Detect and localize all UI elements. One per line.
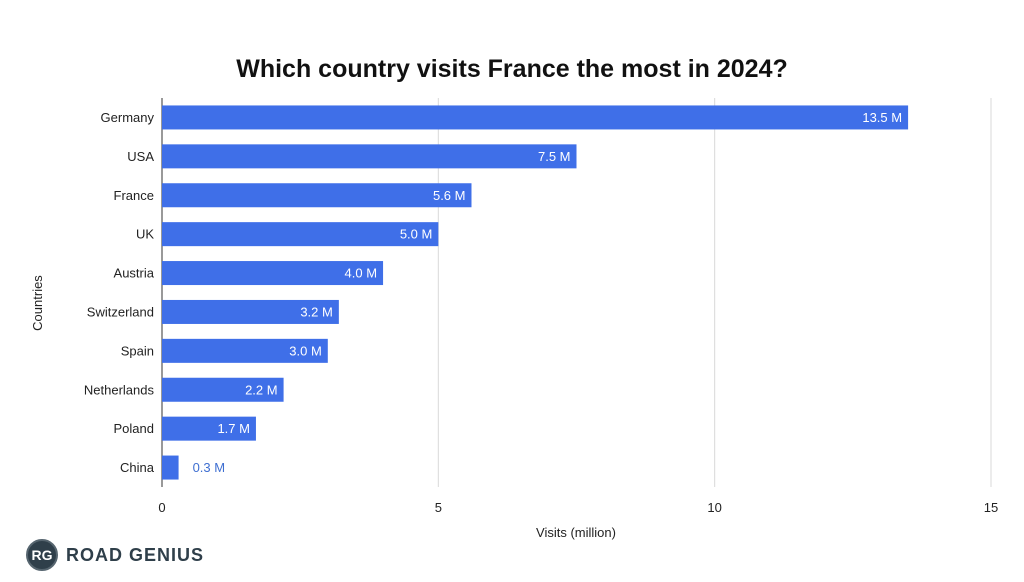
category-label: China bbox=[120, 460, 155, 475]
category-label: Poland bbox=[114, 421, 154, 436]
brand-footer: RG ROAD GENIUS bbox=[26, 538, 204, 572]
category-label: Switzerland bbox=[87, 304, 154, 319]
data-label: 3.0 M bbox=[289, 343, 322, 358]
category-label: USA bbox=[127, 149, 154, 164]
bar bbox=[162, 261, 384, 286]
bar bbox=[162, 416, 256, 441]
data-label: 3.2 M bbox=[300, 304, 333, 319]
data-label: 1.7 M bbox=[217, 421, 250, 436]
x-tick-label: 0 bbox=[158, 500, 165, 515]
category-label: France bbox=[114, 188, 154, 203]
bar bbox=[162, 105, 909, 130]
x-tick-label: 15 bbox=[984, 500, 998, 515]
category-label: UK bbox=[136, 227, 154, 242]
bar bbox=[162, 377, 284, 402]
y-axis-label: Countries bbox=[30, 275, 45, 331]
brand-name: ROAD GENIUS bbox=[66, 544, 205, 565]
bar bbox=[162, 338, 328, 363]
data-label: 5.6 M bbox=[433, 188, 466, 203]
data-label: 7.5 M bbox=[538, 149, 571, 164]
category-label: Germany bbox=[101, 110, 155, 125]
data-label: 2.2 M bbox=[245, 382, 278, 397]
data-label: 5.0 M bbox=[400, 227, 433, 242]
category-label: Spain bbox=[121, 343, 154, 358]
bar bbox=[162, 455, 179, 480]
data-label: 13.5 M bbox=[862, 110, 902, 125]
category-labels: Germany USA France UK Austria Switzerland Spai… bbox=[84, 110, 155, 475]
bar bbox=[162, 183, 472, 208]
category-label: Austria bbox=[114, 266, 155, 281]
x-tick-label: 5 bbox=[435, 500, 442, 515]
road-genius-logo-icon: RG bbox=[26, 539, 58, 571]
chart-title: Which country visits France the most in … bbox=[236, 55, 788, 83]
bars: 13.5 M 7.5 M 5.6 M 5.0 M 4.0 M 3.2 M 3.0 M 2.2 … bbox=[162, 105, 909, 480]
bar bbox=[162, 222, 439, 247]
data-label: 4.0 M bbox=[345, 266, 378, 281]
category-label: Netherlands bbox=[84, 382, 155, 397]
data-label: 0.3 M bbox=[193, 460, 226, 475]
x-tick-labels: 0 5 10 15 bbox=[158, 500, 998, 515]
x-axis-label: Visits (million) bbox=[536, 525, 616, 540]
x-tick-label: 10 bbox=[707, 500, 721, 515]
bar bbox=[162, 144, 577, 169]
bar bbox=[162, 299, 339, 324]
